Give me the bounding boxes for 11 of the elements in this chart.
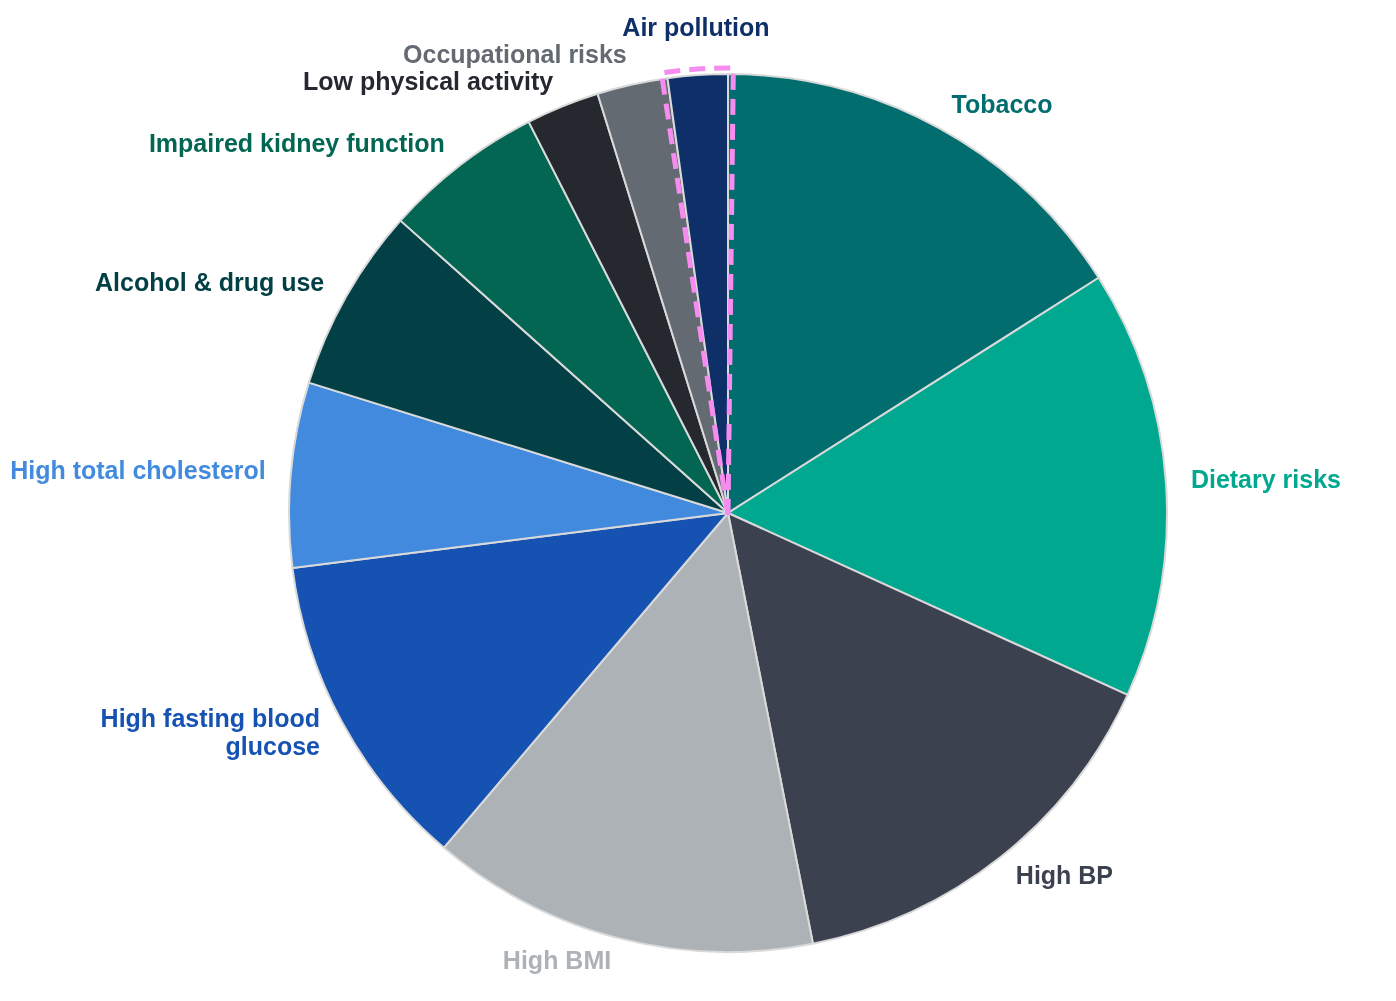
slice-label: High BMI (502, 945, 612, 974)
slice-label: Low physical activity (303, 67, 554, 96)
slice-label: Air pollution (622, 13, 770, 42)
slice-label: Alcohol & drug use (95, 268, 325, 297)
slice-label: Tobacco (951, 90, 1053, 119)
slice-label: Occupational risks (403, 40, 627, 69)
slice-label: High BP (1015, 860, 1114, 889)
slice-label: Dietary risks (1190, 464, 1341, 493)
slice-label: High fasting blood glucose (100, 703, 321, 760)
slice-label: Impaired kidney function (148, 129, 445, 158)
slice-label: High total cholesterol (10, 456, 266, 485)
